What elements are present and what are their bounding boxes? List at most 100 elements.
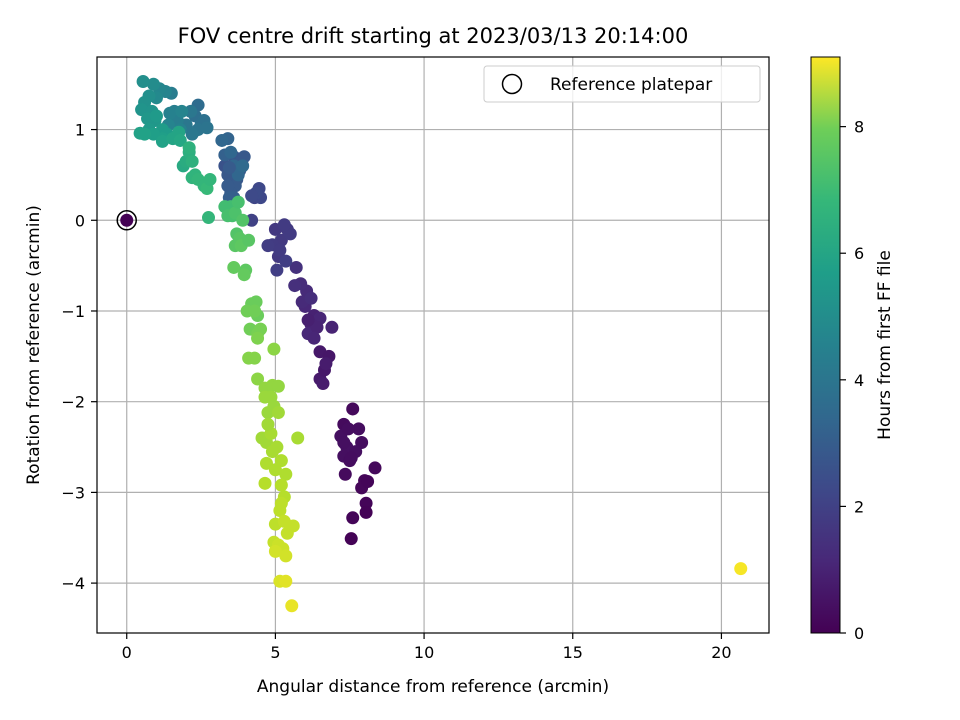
data-point <box>337 436 351 450</box>
data-point <box>319 357 333 371</box>
data-point <box>273 504 287 518</box>
data-point <box>268 544 282 558</box>
y-tick-label: −4 <box>61 574 85 593</box>
reference-platepar-marker <box>116 210 137 231</box>
data-point <box>267 342 281 356</box>
data-point <box>222 161 236 175</box>
data-point <box>236 159 250 173</box>
legend-box <box>483 65 761 103</box>
colorbar-tick-label: 0 <box>854 624 864 643</box>
y-tick-label: 0 <box>75 211 85 230</box>
y-tick-label: −1 <box>61 302 85 321</box>
data-point <box>149 109 163 123</box>
data-point <box>274 478 288 492</box>
data-point <box>359 496 373 510</box>
data-point <box>215 133 229 147</box>
data-point <box>248 304 262 318</box>
data-point <box>271 379 285 393</box>
colorbar: 0 2 4 6 8 Hours from first FF file <box>810 56 895 643</box>
data-point <box>285 599 299 613</box>
data-point <box>231 195 245 209</box>
data-point <box>202 211 216 225</box>
data-point <box>301 313 315 327</box>
data-point <box>251 372 265 386</box>
data-point <box>173 133 187 147</box>
data-point <box>279 549 293 563</box>
data-point <box>227 260 241 274</box>
data-point <box>245 213 259 227</box>
data-point <box>307 331 321 345</box>
data-point <box>136 74 150 88</box>
data-point <box>288 279 302 293</box>
data-point <box>325 320 339 334</box>
data-point <box>146 77 160 91</box>
data-point <box>273 243 287 257</box>
data-point <box>155 134 169 148</box>
data-point <box>279 467 293 481</box>
x-tick-label: 15 <box>563 643 583 662</box>
colorbar-label: Hours from first FF file <box>875 250 895 440</box>
data-point <box>310 320 324 334</box>
data-point <box>248 351 262 365</box>
data-point <box>146 127 160 141</box>
legend-reference-marker <box>501 73 523 95</box>
data-point <box>268 463 282 477</box>
data-point <box>368 461 382 475</box>
legend: Reference platepar <box>483 65 761 103</box>
data-point <box>279 574 293 588</box>
legend-reference-label: Reference platepar <box>550 75 712 95</box>
data-point <box>344 451 358 465</box>
x-axis-label: Angular distance from reference (arcmin) <box>257 677 609 697</box>
data-point <box>245 189 259 203</box>
data-point <box>280 526 294 540</box>
data-point <box>304 291 318 305</box>
data-point <box>346 402 360 416</box>
data-point <box>163 106 177 120</box>
data-point <box>361 475 375 489</box>
y-axis-label: Rotation from reference (arcmin) <box>24 205 44 485</box>
data-point <box>261 239 275 253</box>
y-tick-label: 1 <box>75 121 85 140</box>
y-tick-label: −2 <box>61 393 85 412</box>
colorbar-tick-label: 2 <box>854 497 864 516</box>
grid-lines <box>97 57 769 633</box>
y-tick-label: −3 <box>61 483 85 502</box>
data-point <box>261 417 275 431</box>
data-point <box>203 172 217 186</box>
data-point <box>251 331 265 345</box>
plot-frame <box>96 56 770 634</box>
data-point <box>270 263 284 277</box>
data-point <box>279 254 293 268</box>
data-point <box>200 121 214 135</box>
data-point <box>316 377 330 391</box>
data-point <box>265 445 279 459</box>
data-point <box>221 179 235 193</box>
data-point <box>258 476 272 490</box>
data-point <box>338 467 352 481</box>
data-point <box>242 233 256 247</box>
data-point <box>182 141 196 155</box>
x-tick-label: 0 <box>122 643 132 662</box>
colorbar-tick-label: 6 <box>854 244 864 263</box>
data-point <box>184 104 198 118</box>
data-point <box>237 268 251 282</box>
x-tick-label: 5 <box>270 643 280 662</box>
data-point <box>277 218 291 232</box>
x-tick-label: 10 <box>414 643 434 662</box>
data-point <box>346 511 360 525</box>
data-point <box>289 260 303 274</box>
colorbar-tick-label: 4 <box>854 371 864 390</box>
colorbar-gradient <box>810 56 841 634</box>
chart-title: FOV centre drift starting at 2023/03/13 … <box>178 24 689 48</box>
x-tick-label: 20 <box>711 643 731 662</box>
data-point <box>271 406 285 420</box>
scatter-points <box>116 74 748 613</box>
data-point <box>291 431 305 445</box>
colorbar-tick-label: 8 <box>854 118 864 137</box>
data-point <box>175 104 189 118</box>
data-point <box>734 562 748 576</box>
reference-data-point <box>120 213 134 227</box>
colorbar-ticks: 0 2 4 6 8 <box>840 118 864 643</box>
data-point <box>185 154 199 168</box>
data-point <box>224 145 238 159</box>
